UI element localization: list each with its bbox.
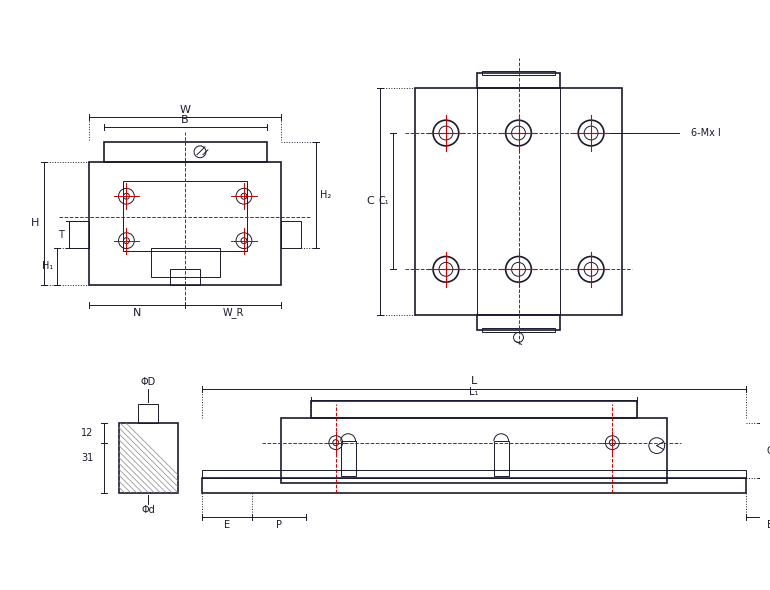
Bar: [341, 441, 356, 476]
Text: Φd: Φd: [141, 505, 155, 515]
Text: H₂: H₂: [320, 190, 332, 200]
Bar: [104, 142, 266, 162]
Text: 6-Mx l: 6-Mx l: [691, 128, 721, 138]
Text: L₁: L₁: [470, 387, 479, 397]
Bar: [119, 424, 178, 493]
Text: E: E: [224, 520, 230, 530]
Text: H: H: [30, 218, 38, 228]
Text: 31: 31: [82, 453, 94, 463]
Bar: [282, 221, 301, 248]
Text: 12: 12: [82, 428, 94, 438]
Bar: [123, 181, 247, 251]
Text: C₁: C₁: [379, 196, 390, 206]
Text: E: E: [767, 520, 770, 530]
Text: N: N: [133, 308, 141, 318]
Text: ΦD: ΦD: [140, 377, 156, 387]
Bar: [69, 221, 89, 248]
Bar: [170, 269, 200, 285]
Text: L: L: [471, 376, 477, 386]
Text: T: T: [59, 230, 64, 240]
Text: W: W: [179, 105, 191, 115]
Text: H₁: H₁: [42, 261, 53, 271]
Text: B: B: [182, 115, 189, 125]
Bar: [311, 401, 637, 418]
Text: W_R: W_R: [223, 307, 244, 318]
Bar: [477, 314, 560, 330]
Bar: [282, 418, 667, 483]
Text: P: P: [276, 520, 282, 530]
Bar: [494, 441, 509, 476]
Text: G: G: [767, 445, 770, 455]
Bar: [482, 71, 555, 75]
Bar: [139, 404, 158, 424]
Bar: [203, 478, 745, 493]
Bar: [477, 73, 560, 87]
Text: C: C: [367, 196, 374, 206]
Bar: [89, 162, 282, 285]
Bar: [203, 470, 745, 478]
Bar: [151, 248, 219, 277]
Bar: [482, 327, 555, 332]
Bar: [415, 87, 622, 314]
